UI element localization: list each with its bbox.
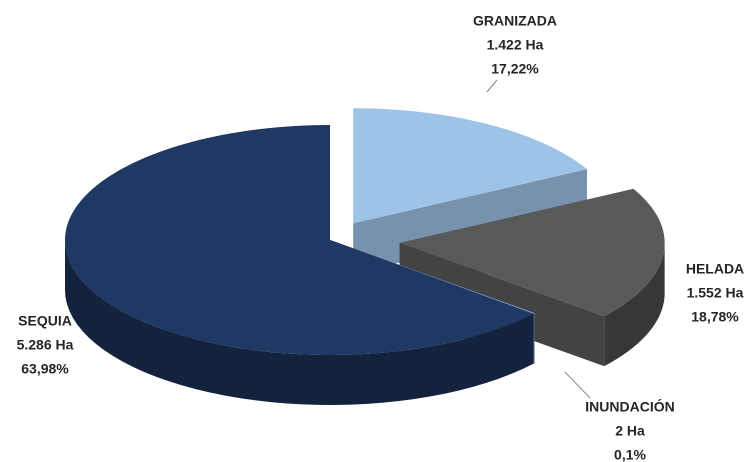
slice [65,125,534,405]
slice-label: SEQUIA [18,313,72,329]
slice-value-label: 63,98% [21,361,69,377]
slice-label: GRANIZADA [473,13,557,29]
leader-line [486,79,498,93]
slice-label: INUNDACIÓN [585,398,674,415]
slice-side [533,313,535,364]
slice-top [65,125,534,355]
slice-label: HELADA [686,261,744,277]
slice-area-label: 2 Ha [615,423,645,439]
slice-value-label: 17,22% [491,61,539,77]
slice-area-label: 1.552 Ha [687,285,744,301]
slice-value-label: 18,78% [691,309,739,325]
slice-area-label: 5.286 Ha [17,337,74,353]
slice-side [65,240,534,405]
slice-side [604,243,665,367]
slice-area-label: 1.422 Ha [487,37,544,53]
slice-top [399,188,665,317]
slice-top [353,108,588,224]
leader-line [564,371,591,399]
slice-top [330,240,535,314]
slice-value-label: 0,1% [614,447,646,462]
